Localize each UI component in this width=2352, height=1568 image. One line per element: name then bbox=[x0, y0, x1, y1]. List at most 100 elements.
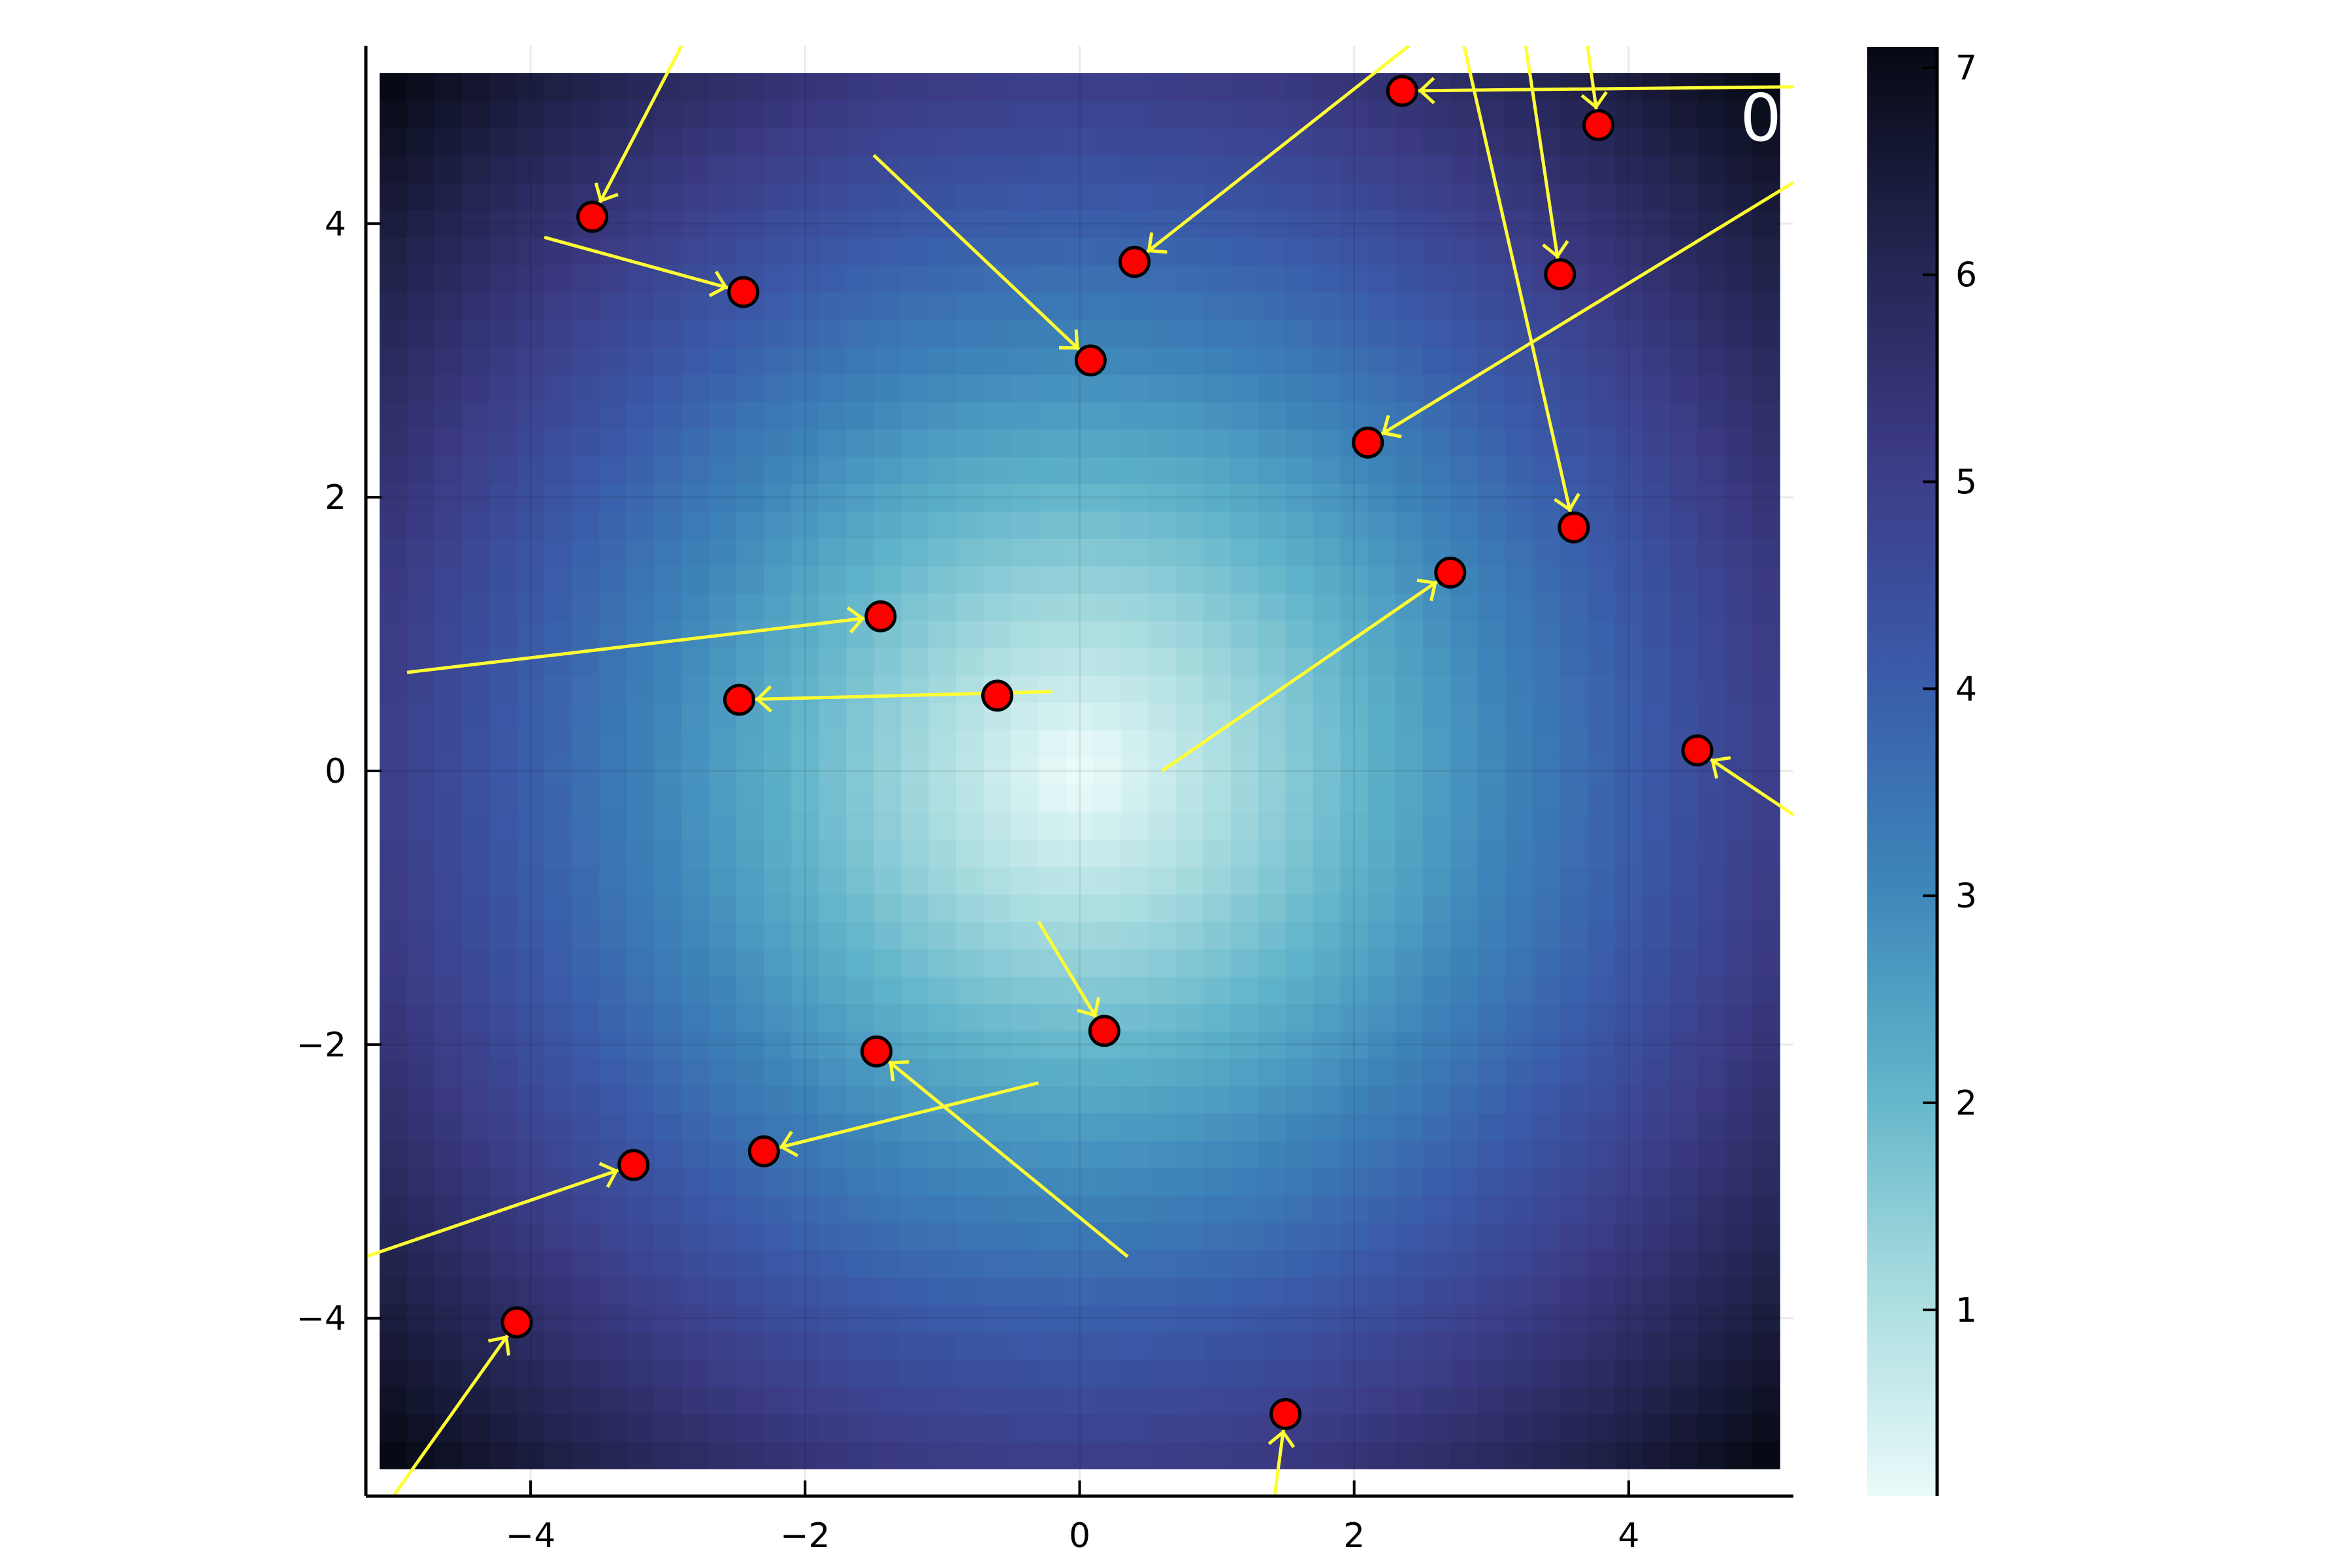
heatmap-cell bbox=[1285, 401, 1314, 430]
heatmap-cell bbox=[1313, 976, 1341, 1004]
heatmap-cell bbox=[1093, 73, 1122, 101]
heatmap-cell bbox=[1395, 1277, 1424, 1305]
heatmap-cell bbox=[572, 291, 600, 320]
arrowhead bbox=[889, 1062, 895, 1082]
heatmap-cell bbox=[627, 565, 655, 594]
heatmap-cell bbox=[489, 1250, 517, 1278]
heatmap-cell bbox=[846, 1222, 875, 1250]
heatmap-cell bbox=[1313, 73, 1341, 101]
heatmap-cell bbox=[1587, 1058, 1616, 1086]
heatmap-cell bbox=[572, 1441, 600, 1469]
heatmap-cell bbox=[654, 565, 683, 594]
heatmap-cell bbox=[764, 1058, 792, 1086]
heatmap-cell bbox=[1285, 784, 1314, 813]
heatmap-cell bbox=[572, 894, 600, 923]
heatmap-cell bbox=[1203, 921, 1232, 950]
heatmap-cell bbox=[1367, 921, 1396, 950]
heatmap-cell bbox=[599, 620, 627, 649]
heatmap-cell bbox=[681, 811, 710, 840]
heatmap-cell bbox=[874, 565, 902, 594]
heatmap-cell bbox=[654, 127, 683, 156]
heatmap-cell bbox=[1175, 921, 1204, 950]
heatmap-cell bbox=[407, 1113, 435, 1141]
heatmap-cell bbox=[1120, 1085, 1149, 1114]
heatmap-cell bbox=[1175, 1113, 1204, 1141]
heatmap-cell bbox=[956, 757, 985, 785]
heatmap-cell bbox=[956, 73, 985, 101]
heatmap-cell bbox=[599, 511, 627, 539]
heatmap-cell bbox=[681, 538, 710, 566]
heatmap-cell bbox=[1258, 866, 1286, 895]
heatmap-cell bbox=[380, 784, 408, 813]
heatmap-cell bbox=[846, 647, 875, 676]
heatmap-cell bbox=[1422, 1222, 1451, 1250]
heatmap-cell bbox=[1752, 100, 1780, 129]
heatmap-cell bbox=[407, 265, 435, 293]
heatmap-cell bbox=[1367, 1414, 1396, 1443]
heatmap-cell bbox=[1560, 1168, 1588, 1196]
heatmap-cell bbox=[1450, 1277, 1478, 1305]
heatmap-cell bbox=[544, 538, 572, 566]
heatmap-cell bbox=[1340, 1030, 1369, 1059]
heatmap-cell bbox=[627, 1058, 655, 1086]
heatmap-cell bbox=[1258, 1168, 1286, 1196]
heatmap-cell bbox=[599, 1085, 627, 1114]
heatmap-cell bbox=[1505, 401, 1533, 430]
heatmap-cell bbox=[1203, 1140, 1232, 1169]
heatmap-cell bbox=[983, 811, 1012, 840]
heatmap-cell bbox=[983, 1058, 1012, 1086]
trajectory-line bbox=[872, 154, 1092, 362]
heatmap-cell bbox=[1477, 730, 1506, 758]
heatmap-cell bbox=[764, 1441, 792, 1469]
heatmap-cell bbox=[407, 675, 435, 704]
arrowhead bbox=[1149, 249, 1168, 254]
heatmap-cell bbox=[1230, 100, 1259, 129]
heatmap-cell bbox=[1614, 921, 1643, 950]
heatmap-cell bbox=[681, 647, 710, 676]
heatmap-cell bbox=[956, 155, 985, 184]
heatmap-cell bbox=[1093, 839, 1122, 868]
data-point bbox=[1386, 74, 1418, 107]
heatmap-cell bbox=[681, 1113, 710, 1141]
heatmap-cell bbox=[1038, 675, 1067, 704]
heatmap-cell bbox=[1669, 1168, 1698, 1196]
heatmap-cell bbox=[983, 1113, 1012, 1141]
heatmap-cell bbox=[764, 1030, 792, 1059]
heatmap-cell bbox=[901, 346, 930, 375]
heatmap-cell bbox=[1560, 1250, 1588, 1278]
heatmap-cell bbox=[1313, 894, 1341, 923]
heatmap-cell bbox=[1477, 127, 1506, 156]
heatmap-cell bbox=[1285, 1331, 1314, 1360]
heatmap-cell bbox=[380, 155, 408, 184]
heatmap-cell bbox=[1230, 949, 1259, 977]
heatmap-cell bbox=[1340, 182, 1369, 211]
heatmap-cell bbox=[1587, 565, 1616, 594]
trajectory-line bbox=[1524, 46, 1562, 275]
heatmap-cell bbox=[1697, 456, 1725, 484]
heatmap-cell bbox=[791, 1304, 820, 1333]
heatmap-cell bbox=[1230, 1140, 1259, 1169]
heatmap-cell bbox=[819, 976, 847, 1004]
heatmap-cell bbox=[983, 866, 1012, 895]
heatmap-cell bbox=[1724, 1250, 1753, 1278]
arrowhead bbox=[1267, 1431, 1284, 1445]
heatmap-cell bbox=[846, 511, 875, 539]
heatmap-cell bbox=[983, 127, 1012, 156]
heatmap-cell bbox=[681, 319, 710, 348]
heatmap-cell bbox=[1587, 1030, 1616, 1059]
heatmap-cell bbox=[1477, 1441, 1506, 1469]
heatmap-cell bbox=[709, 1250, 738, 1278]
heatmap-cell bbox=[901, 730, 930, 758]
heatmap-cell bbox=[1669, 702, 1698, 730]
heatmap-cell bbox=[1230, 1004, 1259, 1032]
arrowhead bbox=[1419, 89, 1435, 105]
heatmap-cell bbox=[764, 921, 792, 950]
heatmap-cell bbox=[1038, 1140, 1067, 1169]
heatmap-cell bbox=[736, 811, 765, 840]
heatmap-cell bbox=[407, 1085, 435, 1114]
arrowhead bbox=[1594, 91, 1608, 108]
heatmap-cell bbox=[1669, 784, 1698, 813]
heatmap-cell bbox=[1367, 730, 1396, 758]
heatmap-cell bbox=[627, 483, 655, 512]
heatmap-cell bbox=[407, 1168, 435, 1196]
